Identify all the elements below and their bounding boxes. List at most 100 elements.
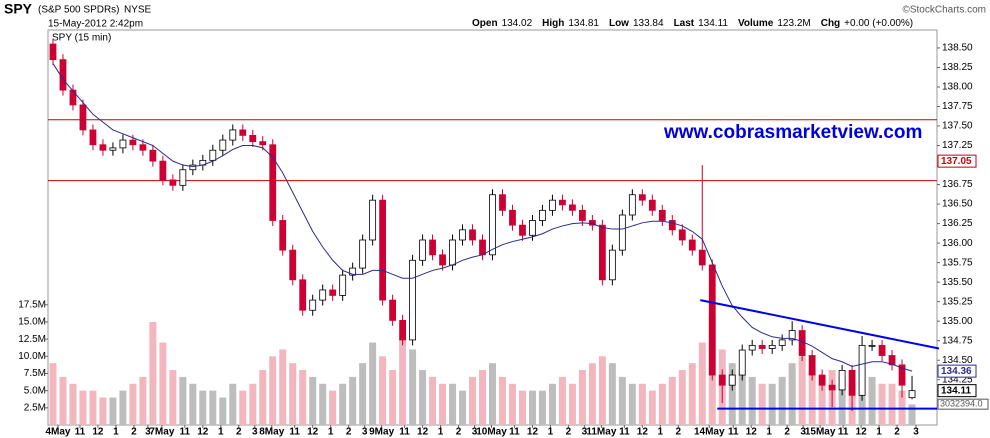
candle-body (798, 330, 806, 356)
candle-body (868, 344, 876, 347)
x-tick-label: 2 (566, 427, 572, 438)
x-tick-label: 10May (476, 427, 507, 438)
volume-bar (69, 383, 77, 425)
y-tick-label: 134.50 (942, 355, 973, 366)
candle-body (509, 209, 516, 226)
x-tick-label: 4May (45, 427, 70, 438)
volume-bar (449, 383, 457, 425)
y-tick-label: 137.25 (942, 140, 973, 151)
candle-body (169, 179, 177, 186)
y-tick-label: 137.75 (942, 101, 973, 112)
x-tick-label: 1 (218, 427, 224, 438)
x-tick-label: 1 (766, 427, 772, 438)
volume-bar (249, 383, 257, 425)
volume-bar (59, 376, 67, 425)
volume-bar (89, 390, 97, 425)
y-tick-label: 138.00 (942, 82, 973, 93)
volume-bar (259, 370, 267, 425)
y2-tick-label: 2.5M (24, 402, 46, 413)
candle-body (279, 220, 287, 251)
candle-body (808, 355, 816, 376)
candle-body (848, 369, 856, 396)
volume-bar (129, 383, 137, 425)
y-tick-label: 136.25 (942, 218, 973, 229)
candle-body (49, 43, 57, 61)
volume-bar (229, 383, 237, 425)
candle-body (688, 239, 696, 251)
volume-tag (937, 398, 989, 410)
price-tag-label: 134.11 (941, 385, 971, 396)
candle-body (299, 279, 307, 311)
candle-body (449, 239, 456, 266)
volume-bar (508, 383, 516, 425)
x-tick-label: 12 (417, 427, 429, 438)
volume-bar (778, 376, 786, 425)
volume-bar (209, 390, 217, 425)
volume-bar (219, 397, 227, 425)
price-tag-label: 134.36 (941, 366, 972, 377)
volume-bar (738, 370, 746, 425)
x-tick-label: 2 (131, 427, 137, 438)
candle-body (748, 344, 756, 351)
volume-bar (768, 383, 776, 425)
volume-bar (578, 370, 586, 425)
x-tick-label: 11May (586, 427, 616, 438)
x-tick-label: 11 (75, 427, 86, 438)
x-tick-label: 12 (307, 427, 319, 438)
volume-bar (878, 383, 886, 425)
x-tick-label: 3 (252, 427, 258, 438)
volume-bar (169, 370, 177, 425)
candle-body (239, 129, 247, 136)
stat-value: 123.2M (777, 18, 810, 29)
candle-body (628, 194, 636, 216)
volume-bar (698, 342, 706, 425)
candle-body (389, 299, 397, 321)
candle-body (249, 134, 257, 143)
volume-bar (419, 370, 427, 425)
candle-body (778, 339, 786, 346)
volume-bar (319, 383, 327, 425)
candle-body (399, 319, 406, 341)
candle-body (469, 229, 476, 241)
volume-bar (618, 376, 626, 425)
y-tick-label: 138.25 (942, 62, 973, 73)
volume-bar (748, 376, 756, 425)
candle-body (119, 139, 127, 149)
volume-bar (289, 363, 297, 425)
volume-bar (349, 376, 357, 425)
candle-body (598, 224, 606, 281)
volume-bar (359, 363, 367, 425)
candle-body (409, 259, 416, 341)
candle-body (149, 149, 157, 162)
candle-body (419, 239, 426, 261)
candle-body (379, 199, 387, 301)
candle-body (429, 239, 436, 256)
volume-tag-label: 3032394.0 (940, 399, 983, 409)
volume-bar (668, 376, 676, 425)
x-tick-label: 11 (289, 427, 300, 438)
candle-body (579, 209, 586, 221)
volume-bar (409, 349, 417, 425)
volume-bar (439, 383, 447, 425)
candle-body (489, 194, 496, 256)
stat-label: High (542, 18, 564, 29)
volume-bar (199, 390, 207, 425)
candle-body (858, 344, 866, 396)
date: 15-May-2012 2:42pm (48, 19, 143, 30)
stat-value: 134.02 (502, 18, 533, 29)
x-tick-label: 2 (894, 427, 900, 438)
y2-tick-label: 7.5M (24, 368, 46, 379)
volume-bar (568, 383, 576, 425)
x-tick-label: 12 (746, 427, 758, 438)
candle-body (788, 330, 796, 341)
x-tick-label: 11 (180, 427, 191, 438)
candle-body (499, 194, 506, 211)
volume-bar (638, 383, 646, 425)
candle-body (668, 220, 676, 231)
exchange: NYSE (124, 5, 152, 16)
stat-value: +0.00 (+0.00%) (844, 18, 913, 29)
stat-label: Low (609, 18, 629, 29)
candle-body (109, 147, 117, 151)
volume-bar (728, 363, 736, 425)
volume-bar (119, 390, 127, 425)
